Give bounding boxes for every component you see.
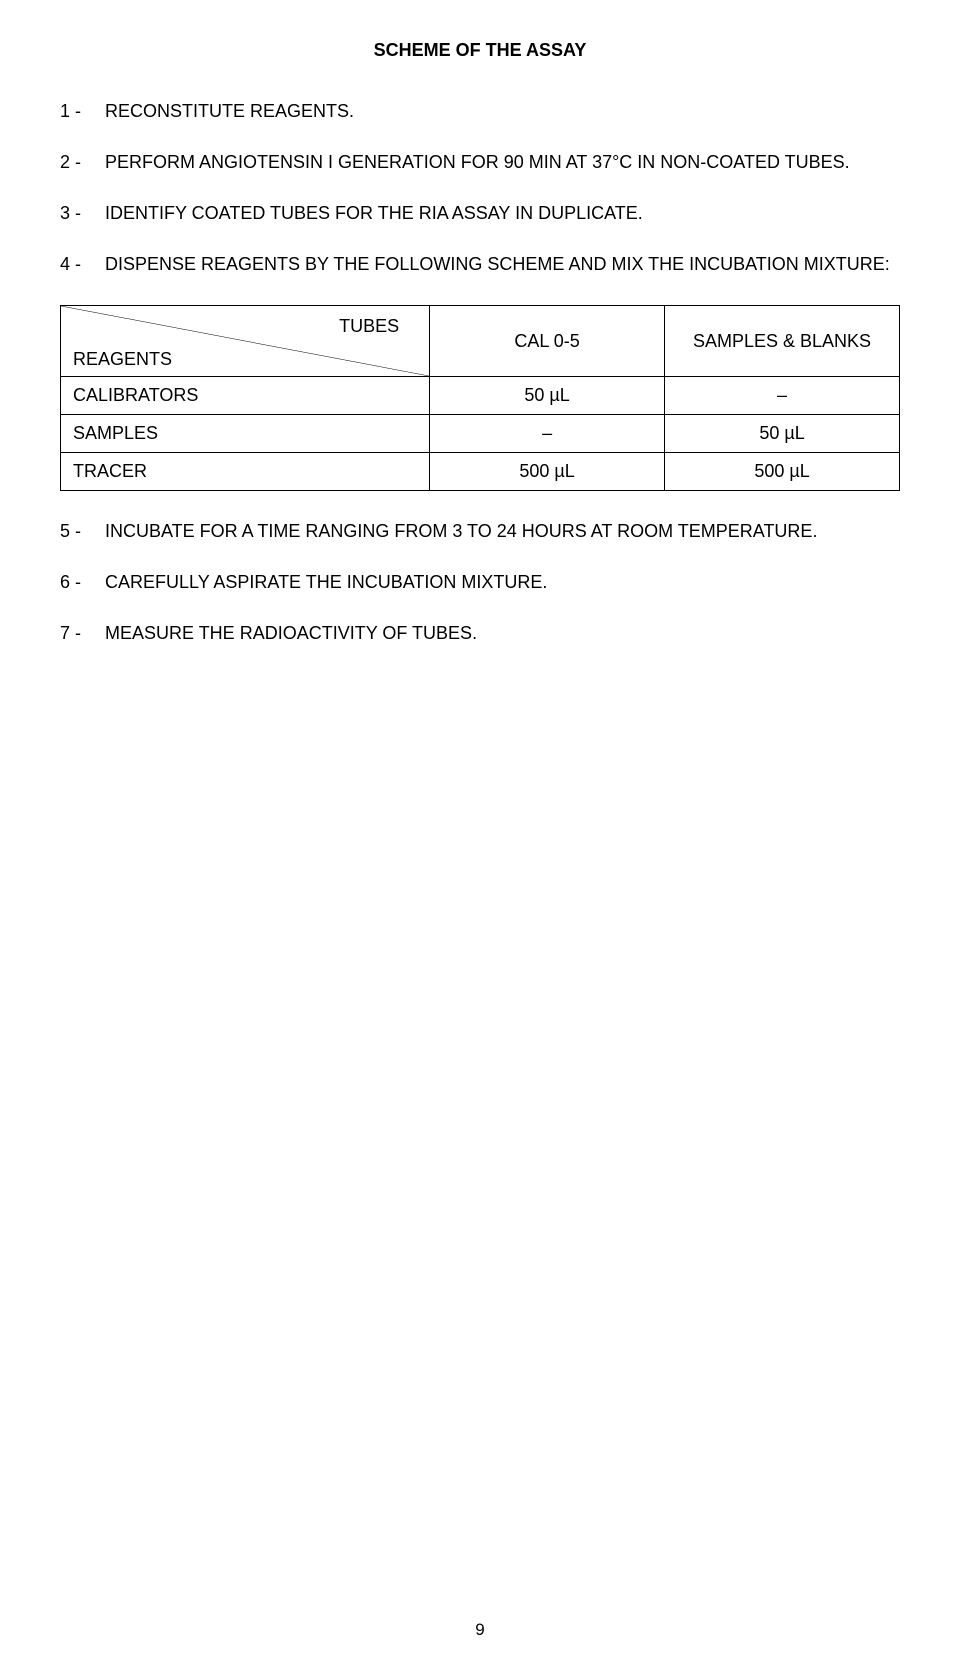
step-3-num: 3 - (60, 203, 105, 224)
row-samples-c1: – (430, 415, 665, 453)
row-samples-label: SAMPLES (61, 415, 430, 453)
row-tracer-c1: 500 µL (430, 453, 665, 491)
step-7-num: 7 - (60, 623, 105, 644)
step-2: 2 - PERFORM ANGIOTENSIN I GENERATION FOR… (60, 152, 900, 173)
step-4-text: DISPENSE REAGENTS BY THE FOLLOWING SCHEM… (105, 254, 900, 275)
row-samples-c2: 50 µL (665, 415, 900, 453)
row-tracer-label: TRACER (61, 453, 430, 491)
step-7: 7 - MEASURE THE RADIOACTIVITY OF TUBES. (60, 623, 900, 644)
step-5-text: INCUBATE FOR A TIME RANGING FROM 3 TO 24… (105, 521, 900, 542)
row-tracer-c2: 500 µL (665, 453, 900, 491)
step-4-num: 4 - (60, 254, 105, 275)
colhead-samples: SAMPLES & BLANKS (665, 306, 900, 377)
table-row: CALIBRATORS 50 µL – (61, 377, 900, 415)
step-7-text: MEASURE THE RADIOACTIVITY OF TUBES. (105, 623, 900, 644)
corner-label-tubes: TUBES (339, 316, 399, 337)
page-number: 9 (0, 1620, 960, 1640)
table-header-row: TUBES REAGENTS CAL 0-5 SAMPLES & BLANKS (61, 306, 900, 377)
table-row: SAMPLES – 50 µL (61, 415, 900, 453)
step-6-text: CAREFULLY ASPIRATE THE INCUBATION MIXTUR… (105, 572, 900, 593)
step-4: 4 - DISPENSE REAGENTS BY THE FOLLOWING S… (60, 254, 900, 275)
step-1-num: 1 - (60, 101, 105, 122)
step-2-num: 2 - (60, 152, 105, 173)
step-5-num: 5 - (60, 521, 105, 542)
page-title: SCHEME OF THE ASSAY (60, 40, 900, 61)
step-6: 6 - CAREFULLY ASPIRATE THE INCUBATION MI… (60, 572, 900, 593)
table-corner-cell: TUBES REAGENTS (61, 306, 430, 377)
table-row: TRACER 500 µL 500 µL (61, 453, 900, 491)
colhead-cal: CAL 0-5 (430, 306, 665, 377)
step-1-text: RECONSTITUTE REAGENTS. (105, 101, 900, 122)
row-calibrators-c2: – (665, 377, 900, 415)
row-calibrators-label: CALIBRATORS (61, 377, 430, 415)
step-6-num: 6 - (60, 572, 105, 593)
assay-table: TUBES REAGENTS CAL 0-5 SAMPLES & BLANKS … (60, 305, 900, 491)
step-2-text: PERFORM ANGIOTENSIN I GENERATION FOR 90 … (105, 152, 900, 173)
corner-label-reagents: REAGENTS (73, 349, 172, 370)
step-1: 1 - RECONSTITUTE REAGENTS. (60, 101, 900, 122)
step-3: 3 - IDENTIFY COATED TUBES FOR THE RIA AS… (60, 203, 900, 224)
step-5: 5 - INCUBATE FOR A TIME RANGING FROM 3 T… (60, 521, 900, 542)
assay-table-wrap: TUBES REAGENTS CAL 0-5 SAMPLES & BLANKS … (60, 305, 900, 491)
row-calibrators-c1: 50 µL (430, 377, 665, 415)
step-3-text: IDENTIFY COATED TUBES FOR THE RIA ASSAY … (105, 203, 900, 224)
